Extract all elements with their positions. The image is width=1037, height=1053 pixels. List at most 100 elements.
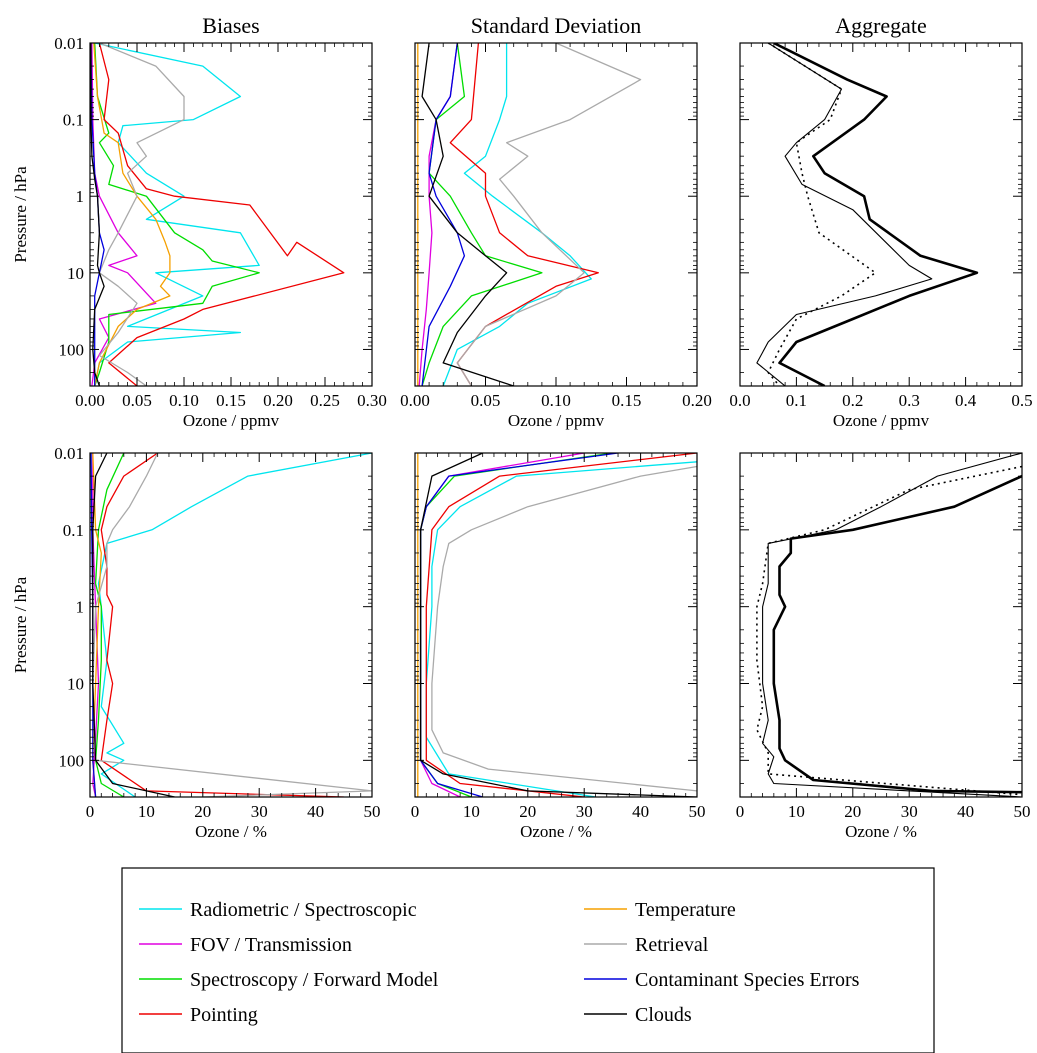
legend-label-temperature: Temperature <box>635 899 736 921</box>
series-line-fov <box>418 43 458 386</box>
x-tick-label: 0.00 <box>75 391 105 410</box>
legend-label-fov: FOV / Transmission <box>190 934 352 956</box>
series-group <box>417 453 697 797</box>
x-tick-label: 0.3 <box>899 391 920 410</box>
series-line-spectroscopy <box>419 453 613 797</box>
x-tick-label: 0.10 <box>541 391 571 410</box>
x-tick-label: 30 <box>901 802 918 821</box>
series-group <box>417 43 642 386</box>
x-tick-label: 0.4 <box>955 391 977 410</box>
x-tick-label: 0.10 <box>169 391 199 410</box>
plot-frame <box>414 42 698 387</box>
y-tick-label: 0.01 <box>54 444 84 463</box>
series-line-clouds <box>92 453 175 797</box>
chart-aggregate-pct: 0 10 20 30 40 50 Ozone / % <box>736 452 1031 841</box>
legend: Radiometric / Spectroscopic FOV / Transmi… <box>121 867 935 1053</box>
series-line-spectroscopy <box>421 43 543 386</box>
x-tick-label: 0.00 <box>400 391 430 410</box>
x-tick-label: 20 <box>519 802 536 821</box>
y-axis-label: Pressure / hPa <box>11 166 30 263</box>
x-tick-label: 50 <box>364 802 381 821</box>
series-group <box>90 453 372 797</box>
chart-aggregate-ppmv: 0.0 0.1 0.2 0.3 0.4 0.5 Aggregate Ozone / ppmv <box>729 13 1032 430</box>
x-tick-label: 10 <box>138 802 155 821</box>
plot-frame <box>414 452 698 798</box>
x-tick-label: 0.25 <box>310 391 340 410</box>
x-tick-label: 20 <box>844 802 861 821</box>
chart-title: Standard Deviation <box>471 13 641 38</box>
x-axis-label: Ozone / % <box>845 822 917 841</box>
y-tick-label: 1 <box>76 598 85 617</box>
series-line-pointing <box>100 453 344 797</box>
chart-title: Aggregate <box>835 13 927 38</box>
x-tick-label: 50 <box>1014 802 1031 821</box>
series-group <box>756 43 979 386</box>
chart-biases-ppmv: 0.00 0.05 0.10 0.15 0.20 0.25 0.30 0.01 0.1 1 10 10… <box>11 13 387 430</box>
series-line-retrieval <box>92 453 372 797</box>
legend-label-radiometric: Radiometric / Spectroscopic <box>190 899 417 921</box>
chart-title: Biases <box>202 13 259 38</box>
y-tick-label: 10 <box>67 264 84 283</box>
plot-frame <box>739 452 1023 798</box>
plot-frame <box>739 42 1023 387</box>
x-tick-label: 0.1 <box>786 391 807 410</box>
x-tick-label: 30 <box>251 802 268 821</box>
series-line-spectroscopy <box>94 43 260 386</box>
series-line-radiometric <box>94 43 260 386</box>
series-line-aggregate-dotted <box>767 43 877 386</box>
chart-biases-pct: 0 10 20 30 40 50 0.01 0.1 1 10 100 Ozone / % Pressur… <box>11 444 381 841</box>
series-line-radiometric <box>97 453 372 797</box>
x-tick-label: 30 <box>576 802 593 821</box>
x-tick-label: 10 <box>788 802 805 821</box>
x-tick-label: 0 <box>411 802 420 821</box>
x-tick-label: 0 <box>86 802 95 821</box>
y-tick-label: 0.1 <box>63 111 84 130</box>
x-tick-label: 50 <box>689 802 706 821</box>
x-tick-label: 0.30 <box>357 391 387 410</box>
legend-label-contaminant: Contaminant Species Errors <box>635 969 860 991</box>
legend-label-pointing: Pointing <box>190 1004 258 1026</box>
series-line-contaminant <box>419 453 619 797</box>
series-group <box>90 43 345 386</box>
series-line-pointing <box>425 453 697 797</box>
series-line-pointing <box>449 43 599 386</box>
plot-frame <box>89 452 373 798</box>
series-line-aggregate-thick <box>773 43 979 386</box>
x-tick-label: 0.05 <box>122 391 152 410</box>
x-tick-label: 10 <box>463 802 480 821</box>
y-tick-label: 0.01 <box>54 34 84 53</box>
series-line-aggregate-thin <box>762 453 1022 797</box>
x-axis-label: Ozone / ppmv <box>183 411 280 430</box>
chart-stddev-ppmv: 0.00 0.05 0.10 0.15 0.20 Standard Deviation Oz… <box>400 13 712 430</box>
x-axis-label: Ozone / % <box>195 822 267 841</box>
series-line-aggregate-thick <box>772 474 1022 794</box>
y-tick-label: 1 <box>76 187 85 206</box>
series-line-radiometric <box>442 43 592 386</box>
legend-box <box>121 867 935 1053</box>
x-axis-label: Ozone / ppmv <box>833 411 930 430</box>
y-tick-label: 0.1 <box>63 521 84 540</box>
series-line-retrieval <box>456 43 642 386</box>
chart-stddev-pct: 0 10 20 30 40 50 Ozone / % <box>411 452 706 841</box>
x-tick-label: 0.2 <box>842 391 863 410</box>
y-tick-label: 10 <box>67 675 84 694</box>
x-tick-label: 40 <box>632 802 649 821</box>
x-tick-label: 40 <box>307 802 324 821</box>
series-line-temperature <box>93 43 171 386</box>
x-tick-label: 0.0 <box>729 391 750 410</box>
series-line-contaminant <box>421 43 466 386</box>
y-axis-label: Pressure / hPa <box>11 576 30 673</box>
x-tick-label: 0.20 <box>682 391 712 410</box>
legend-label-retrieval: Retrieval <box>635 934 709 956</box>
y-tick-label: 100 <box>59 751 85 770</box>
x-tick-label: 0.5 <box>1011 391 1032 410</box>
series-line-clouds <box>419 453 697 797</box>
x-tick-label: 0 <box>736 802 745 821</box>
series-line-fov <box>419 453 585 797</box>
plot-frame <box>89 42 373 387</box>
series-line-aggregate-thin <box>756 43 933 386</box>
x-axis-label: Ozone / % <box>520 822 592 841</box>
series-line-clouds <box>421 43 514 386</box>
series-line-retrieval <box>98 43 185 386</box>
